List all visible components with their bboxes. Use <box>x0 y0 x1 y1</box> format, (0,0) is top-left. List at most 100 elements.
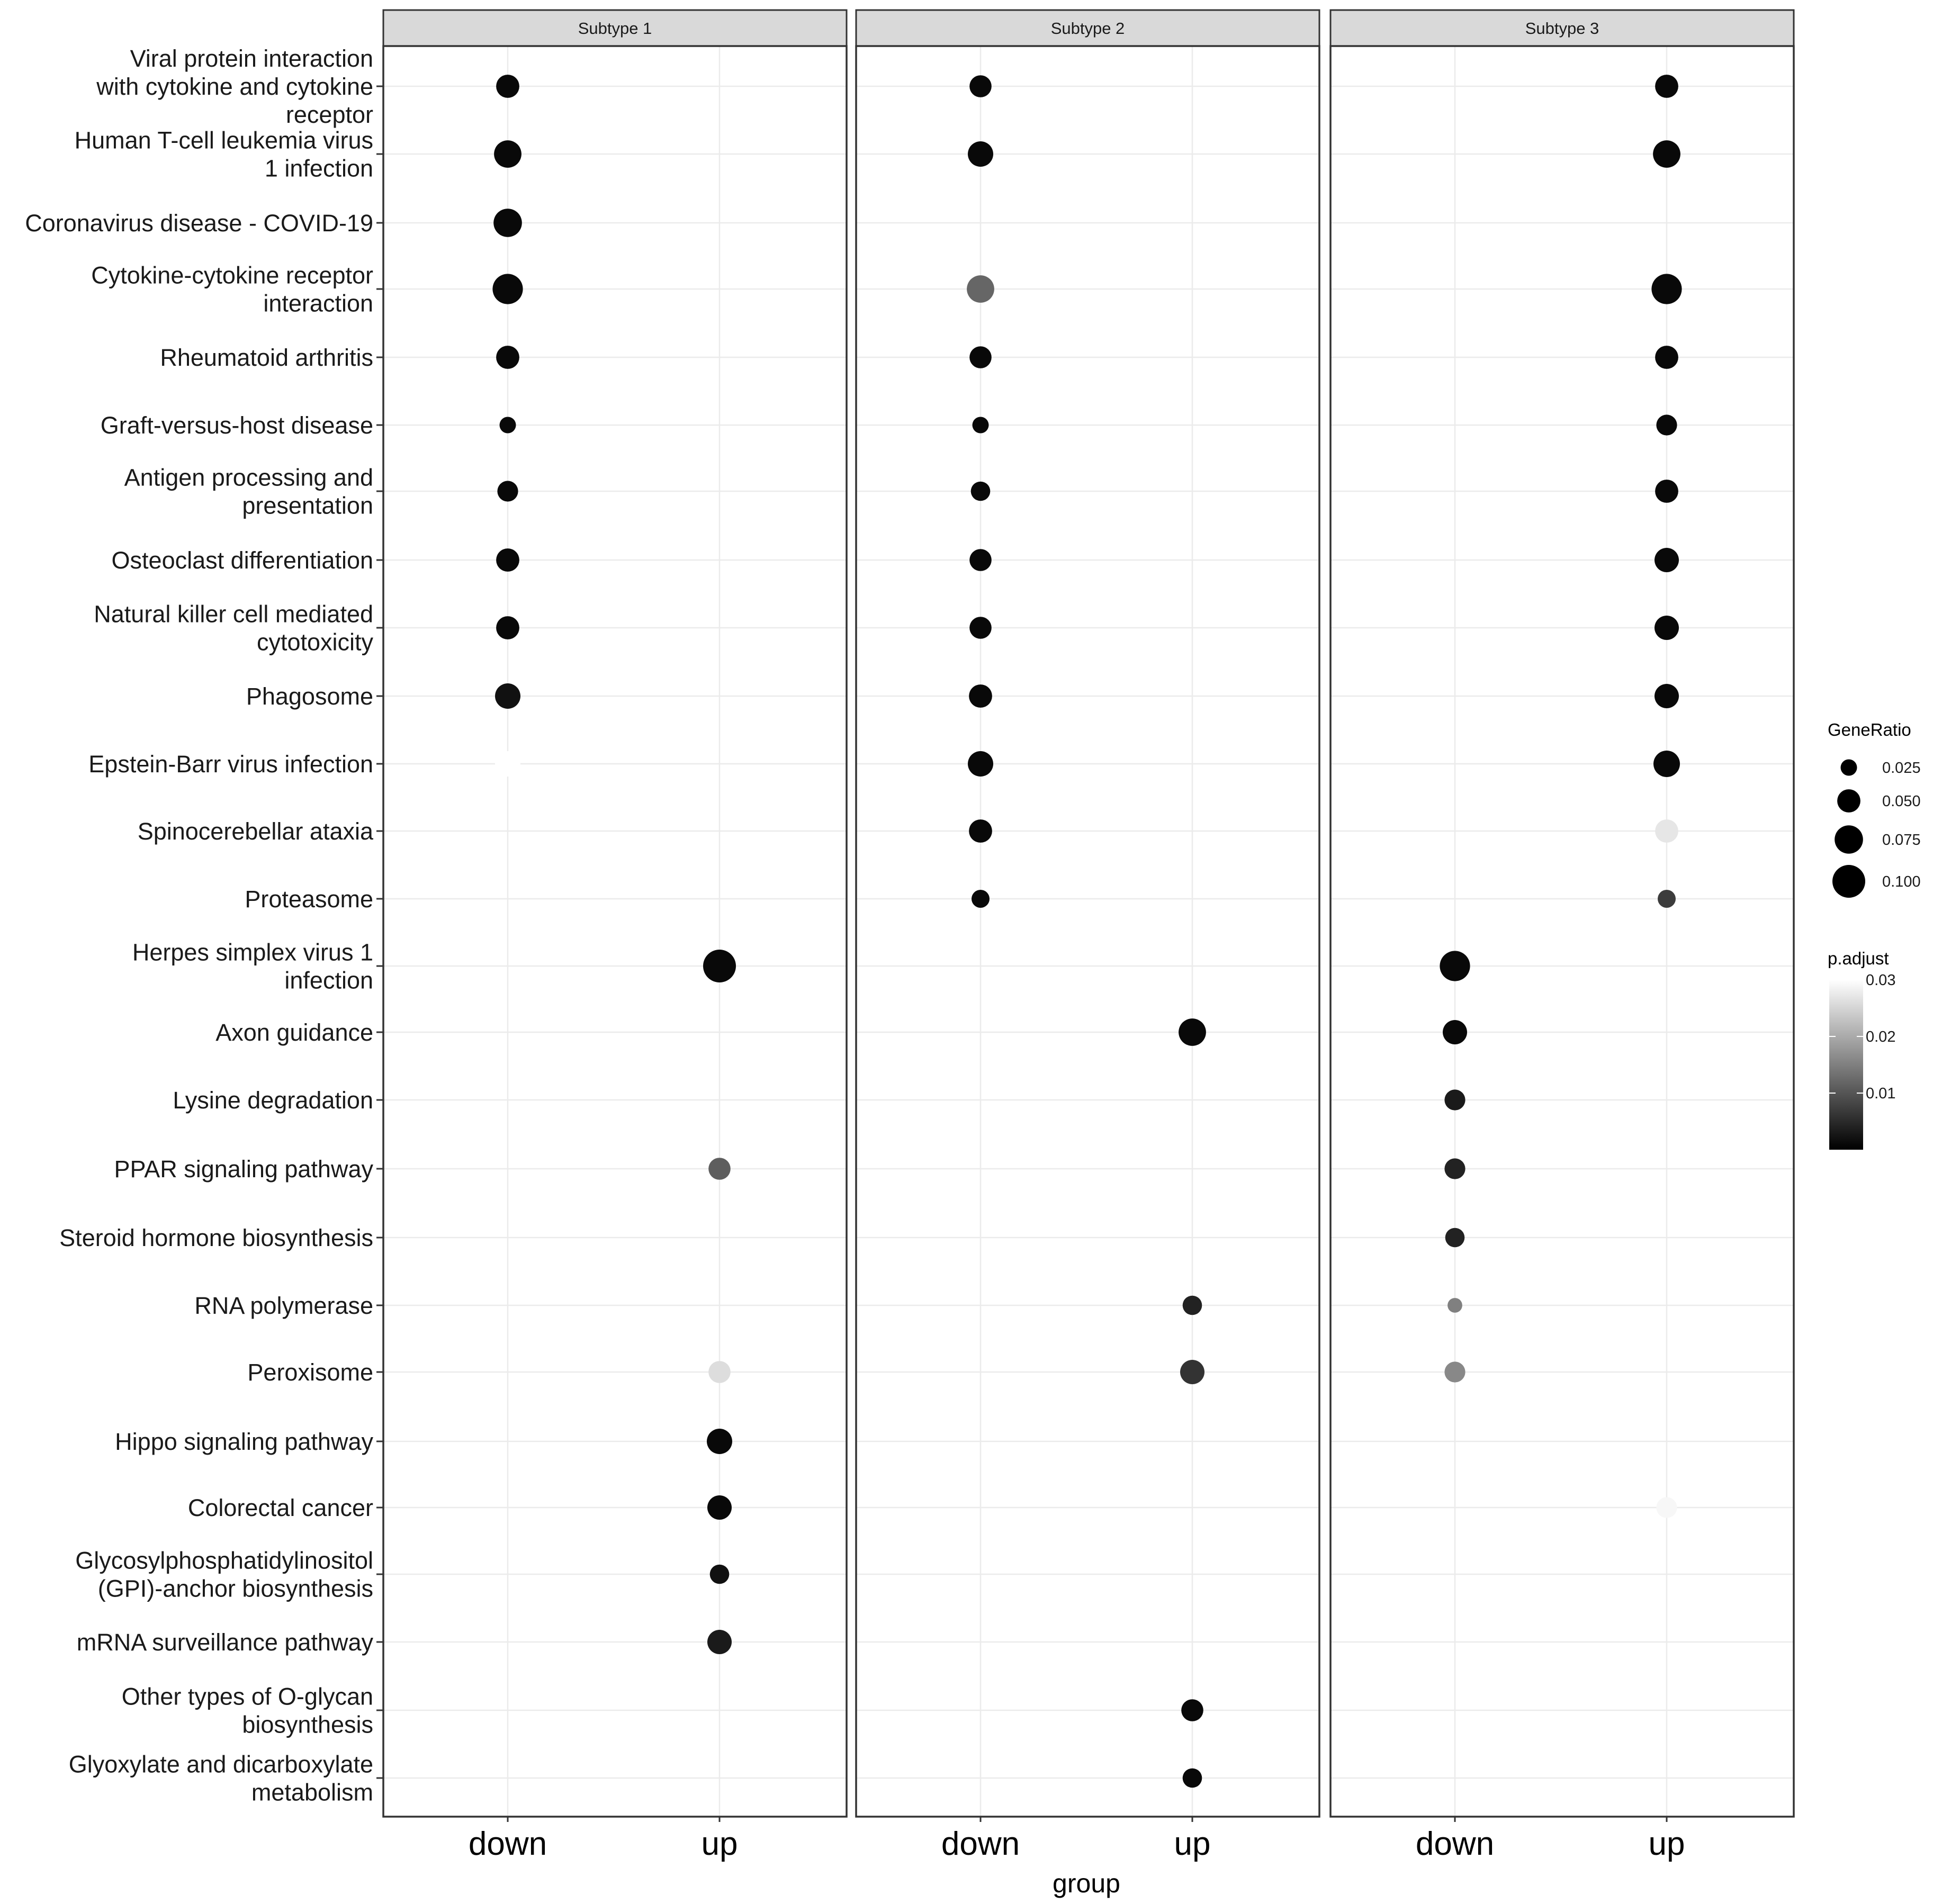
data-point <box>1655 480 1678 503</box>
data-point <box>707 1429 732 1454</box>
data-point <box>1182 1295 1202 1315</box>
legend-size-label: 0.050 <box>1882 793 1921 810</box>
y-tick-label: Peroxisome <box>247 1359 373 1386</box>
data-point <box>1655 616 1679 640</box>
data-point <box>1655 346 1678 369</box>
data-point <box>492 274 523 304</box>
data-point <box>1444 1361 1466 1383</box>
legend-color-title: p.adjust <box>1828 949 1889 968</box>
data-point <box>972 417 989 434</box>
data-point <box>969 819 992 843</box>
legend-size-label: 0.075 <box>1882 832 1921 849</box>
x-tick-label: down <box>1416 1826 1494 1862</box>
facet-strip-label: Subtype 1 <box>578 19 652 38</box>
facet-strip <box>382 9 848 47</box>
y-tick-label: Human T-cell leukemia virus 1 infection <box>75 127 373 182</box>
data-point <box>970 481 991 501</box>
y-axis-term-labels: Viral protein interaction with cytokine a… <box>25 45 383 1806</box>
data-point <box>495 751 520 777</box>
panel-background <box>383 46 847 1817</box>
data-point <box>1180 1360 1204 1384</box>
data-point <box>1656 414 1677 436</box>
panel-border <box>855 45 1320 1818</box>
data-point <box>1653 140 1680 168</box>
legend-size-key <box>1835 825 1863 854</box>
y-tick-label: PPAR signaling pathway <box>114 1156 374 1183</box>
x-axis-title: group <box>1053 1869 1120 1898</box>
data-point <box>969 75 992 97</box>
data-point <box>1181 1699 1203 1721</box>
data-point <box>968 141 993 167</box>
data-point <box>1655 819 1678 843</box>
y-tick-label: mRNA surveillance pathway <box>77 1629 374 1656</box>
y-tick-label: Axon guidance <box>215 1019 373 1046</box>
data-point <box>1651 274 1682 304</box>
data-point <box>969 346 992 368</box>
legend-size-key <box>1832 865 1865 898</box>
data-point <box>1179 1018 1206 1046</box>
panel-border <box>1329 45 1795 1818</box>
y-tick-label: Graft-versus-host disease <box>101 412 373 439</box>
legend-color-label: 0.02 <box>1866 1028 1895 1045</box>
data-point <box>972 890 990 908</box>
y-tick-label: Viral protein interaction with cytokine a… <box>96 45 373 128</box>
data-point <box>495 683 520 709</box>
panel-1: Subtype 1 down up <box>382 9 848 1862</box>
facet-strip <box>1329 9 1795 47</box>
data-point <box>1656 1497 1677 1518</box>
data-point <box>1444 1158 1466 1179</box>
data-point <box>967 275 994 303</box>
data-point <box>708 1158 731 1180</box>
data-point <box>496 346 519 369</box>
data-point <box>1655 684 1679 708</box>
panel-border <box>382 45 848 1818</box>
data-point <box>494 140 522 168</box>
y-tick-label: Osteoclast differentiation <box>112 547 373 574</box>
data-point <box>707 1630 732 1654</box>
y-tick-label: Colorectal cancer <box>188 1494 373 1521</box>
data-point <box>1444 1089 1466 1111</box>
data-point <box>1440 951 1470 981</box>
data-point <box>496 548 519 572</box>
facet-strip <box>855 9 1320 47</box>
data-point <box>1443 1020 1467 1044</box>
y-tick-label: RNA polymerase <box>194 1292 373 1319</box>
y-tick-label: Lysine degradation <box>173 1087 373 1114</box>
y-tick-label: Glyoxylate and dicarboxylate metabolism <box>69 1751 373 1806</box>
panel-2: Subtype 2 down up <box>855 9 1320 1862</box>
y-tick-label: Rheumatoid arthritis <box>160 344 373 371</box>
x-tick-label: up <box>1649 1826 1685 1862</box>
y-tick-label: Glycosylphosphatidylinositol (GPI)-anchor… <box>75 1547 373 1602</box>
x-tick-label: up <box>702 1826 738 1862</box>
y-tick-label: Epstein-Barr virus infection <box>88 751 373 778</box>
y-tick-label: Proteasome <box>245 886 373 913</box>
facet-panels: Subtype 1 down up Subtype 2 down up Subtype 3 d… <box>382 9 1795 1862</box>
data-point <box>499 417 516 434</box>
data-point <box>496 75 519 98</box>
data-point <box>1655 75 1678 98</box>
data-point <box>969 617 992 639</box>
panel-background <box>856 46 1319 1817</box>
data-point <box>969 684 992 708</box>
data-point <box>493 209 522 237</box>
x-tick-label: down <box>469 1826 547 1862</box>
data-point <box>497 481 518 502</box>
y-tick-label: Spinocerebellar ataxia <box>138 818 374 845</box>
legend-size-key <box>1840 759 1857 776</box>
data-point <box>968 751 993 777</box>
data-point <box>708 1361 731 1383</box>
legend-color-label: 0.03 <box>1866 972 1895 989</box>
panel-3: Subtype 3 down up <box>1329 9 1795 1862</box>
legend-color-bar <box>1829 980 1863 1150</box>
data-point <box>707 1495 732 1520</box>
y-tick-label: Antigen processing and presentation <box>124 464 373 519</box>
y-tick-label: Phagosome <box>246 683 373 710</box>
data-point <box>1658 890 1676 908</box>
legend-size-title: GeneRatio <box>1828 720 1911 739</box>
y-tick-label: Hippo signaling pathway <box>115 1428 373 1455</box>
legend-gene-ratio: GeneRatio 0.025 0.050 0.075 0.100 <box>1828 720 1921 898</box>
x-tick-label: down <box>941 1826 1020 1862</box>
facet-strip-label: Subtype 3 <box>1525 19 1599 38</box>
data-point <box>1655 548 1679 572</box>
